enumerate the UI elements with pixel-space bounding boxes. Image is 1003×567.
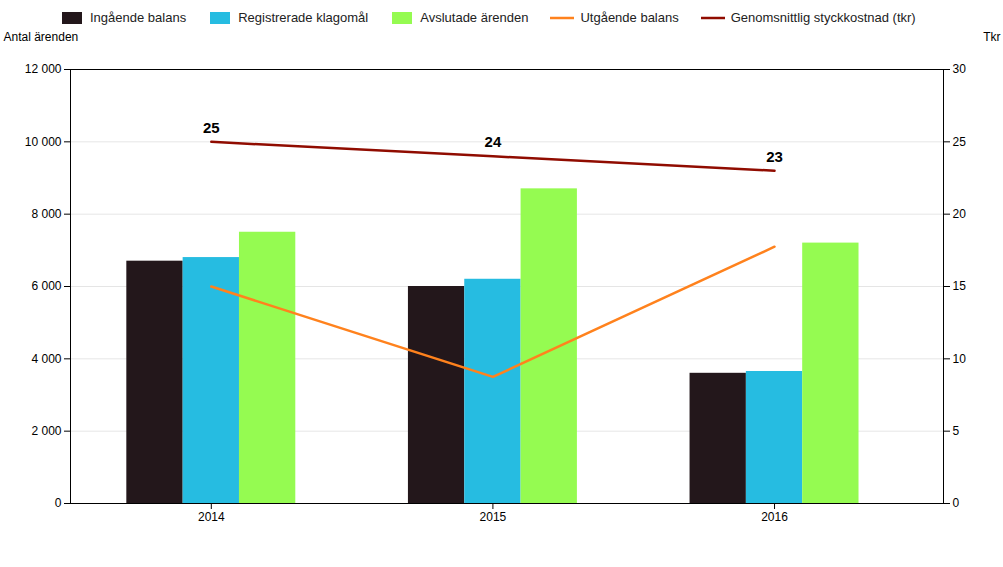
- svg-text:Antal ärenden: Antal ärenden: [4, 30, 79, 44]
- svg-text:12 000: 12 000: [25, 62, 62, 76]
- svg-text:6 000: 6 000: [31, 279, 61, 293]
- svg-text:20: 20: [953, 207, 967, 221]
- html-text:Genomsnittlig styckkostnad (tk: Genomsnittlig styckkostnad (tkr): [730, 10, 916, 25]
- svg-text:Tkr: Tkr: [983, 30, 1000, 44]
- html-text:Ingående balans: Ingående balans: [90, 10, 187, 25]
- svg-text:4 000: 4 000: [31, 352, 61, 366]
- html-text:Utgående balans: Utgående balans: [580, 10, 679, 25]
- svg-text:10: 10: [953, 352, 967, 366]
- svg-text:30: 30: [953, 62, 967, 76]
- svg-text:8 000: 8 000: [31, 207, 61, 221]
- svg-text:2015: 2015: [480, 510, 507, 524]
- svg-text:10 000: 10 000: [25, 135, 62, 149]
- svg-text:0: 0: [953, 496, 960, 510]
- svg-text:15: 15: [953, 279, 967, 293]
- svg-text:2014: 2014: [198, 510, 225, 524]
- svg-text:23: 23: [766, 148, 783, 165]
- svg-text:0: 0: [55, 496, 62, 510]
- svg-text:5: 5: [953, 424, 960, 438]
- html-text:Registrerade klagomål: Registrerade klagomål: [238, 10, 369, 25]
- svg-text:25: 25: [953, 135, 967, 149]
- svg-text:2016: 2016: [761, 510, 788, 524]
- svg-text:2 000: 2 000: [31, 424, 61, 438]
- svg-text:25: 25: [203, 119, 220, 136]
- html-text:Avslutade ärenden: Avslutade ärenden: [420, 10, 529, 25]
- svg-text:24: 24: [485, 133, 502, 150]
